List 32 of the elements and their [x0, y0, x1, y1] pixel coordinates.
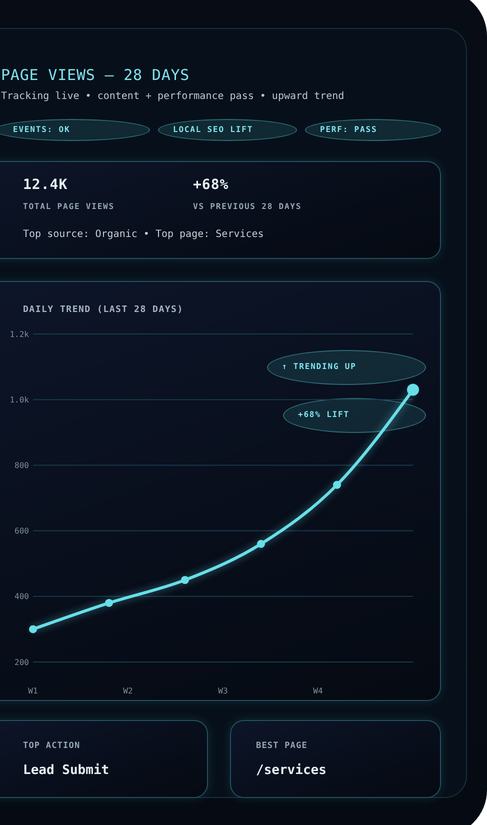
text: Lead Submit — [23, 762, 110, 780]
text: BEST PAGE — [256, 740, 308, 752]
text: PERF: PASS — [320, 124, 378, 136]
point — [105, 598, 113, 607]
x-tick-label: W3 — [218, 686, 228, 696]
y-tick-label: 1.0k — [10, 395, 30, 404]
y-tick-label: 600 — [14, 526, 30, 536]
y-tick-label: 800 — [14, 461, 30, 470]
point — [181, 576, 189, 584]
text: EVENTS: OK — [13, 124, 70, 136]
text: Tracking live • content + performance pass • upward trend — [1, 90, 344, 104]
text: TOTAL PAGE VIEWS — [23, 201, 114, 213]
y-tick-label: 1.2k — [10, 330, 30, 339]
x-tick-label: W1 — [28, 686, 38, 696]
y-tick-label: 200 — [14, 658, 30, 667]
text: /services — [256, 762, 326, 780]
text: LOCAL SEO LIFT — [173, 124, 254, 136]
chart-title: DAILY TREND (LAST 28 DAYS) — [23, 304, 184, 316]
text: VS PREVIOUS 28 DAYS — [193, 201, 302, 213]
text: PAGE VIEWS — 28 DAYS — [1, 65, 190, 86]
text: TOP ACTION — [23, 740, 80, 752]
text: +68% — [193, 176, 229, 194]
point — [29, 625, 37, 634]
point — [333, 480, 341, 489]
text: Top source: Organic • Top page: Services — [23, 228, 264, 242]
point — [257, 540, 265, 548]
text: 12.4K — [23, 176, 68, 194]
y-tick-label: 400 — [14, 592, 30, 602]
annotation: +68% LIFT — [298, 409, 350, 421]
annotation: ↑ TRENDING UP — [282, 361, 356, 373]
x-tick-label: W2 — [123, 686, 133, 696]
x-tick-label: W4 — [313, 686, 323, 696]
